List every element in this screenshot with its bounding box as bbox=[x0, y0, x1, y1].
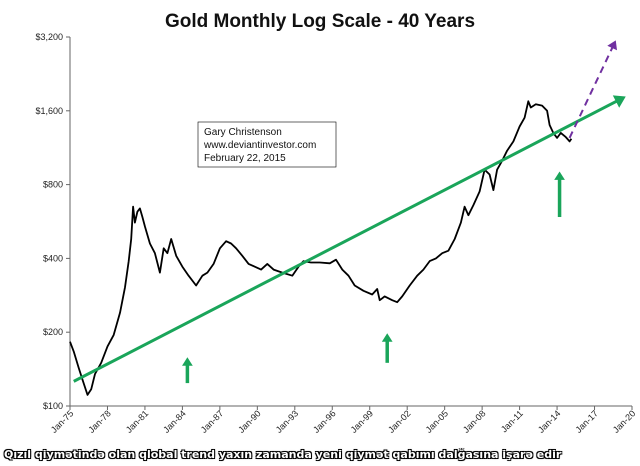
projection-trend-line-head bbox=[607, 40, 617, 51]
x-tick-label: Jan-11 bbox=[499, 408, 525, 434]
y-tick-label: $200 bbox=[43, 327, 63, 337]
axes: $100 $200 $400 $800 $1,600 $3,200 Jan-75 Jan-78… bbox=[35, 32, 637, 435]
x-tick-label: Jan-08 bbox=[461, 408, 488, 435]
plot-area bbox=[69, 40, 626, 396]
x-tick-label: Jan-81 bbox=[124, 408, 151, 435]
long-term-trend-line bbox=[73, 98, 620, 383]
x-tick-label: Jan-78 bbox=[86, 408, 113, 435]
annotation-date: February 22, 2015 bbox=[204, 153, 286, 164]
x-tick-label: Jan-02 bbox=[386, 408, 413, 435]
x-tick-label: Jan-75 bbox=[49, 408, 76, 435]
y-tick-label: $3,200 bbox=[35, 32, 63, 42]
y-tick-label: $400 bbox=[43, 253, 63, 263]
x-tick-label: Jan-90 bbox=[236, 408, 263, 435]
projection-trend-line bbox=[568, 45, 615, 139]
y-tick-label: $800 bbox=[43, 180, 63, 190]
x-tick-label: Jan-93 bbox=[274, 408, 301, 435]
caption-overlay: Qızıl qiymətində olan qlobal trend yaxın… bbox=[4, 448, 562, 461]
x-tick-label: Jan-05 bbox=[424, 408, 451, 435]
y-tick-label: $100 bbox=[43, 401, 63, 411]
annotation-author: Gary Christenson bbox=[204, 127, 282, 138]
y-tick-label: $1,600 bbox=[35, 106, 63, 116]
x-tick-label: Jan-87 bbox=[199, 408, 226, 435]
chart: Gold Monthly Log Scale - 40 Years $100 $2… bbox=[35, 11, 637, 435]
x-tick-label: Jan-14 bbox=[536, 408, 563, 435]
up-arrow-head bbox=[381, 333, 393, 342]
x-tick-label: Jan-96 bbox=[311, 408, 338, 435]
up-arrow-head bbox=[554, 171, 565, 180]
annotation-website: www.deviantinvestor.com bbox=[203, 140, 316, 151]
x-tick-label: Jan-20 bbox=[611, 408, 638, 435]
annotation-border bbox=[197, 121, 337, 168]
up-arrow-head bbox=[182, 357, 193, 366]
x-tick-label: Jan-84 bbox=[161, 408, 188, 435]
long-term-trend-line-head bbox=[612, 95, 626, 108]
x-tick-label: Jan-99 bbox=[349, 408, 376, 435]
chart-title: Gold Monthly Log Scale - 40 Years bbox=[165, 11, 475, 32]
annotation-box: Gary Christenson www.deviantinvestor.com… bbox=[197, 121, 337, 168]
x-tick-label: Jan-17 bbox=[573, 408, 600, 435]
